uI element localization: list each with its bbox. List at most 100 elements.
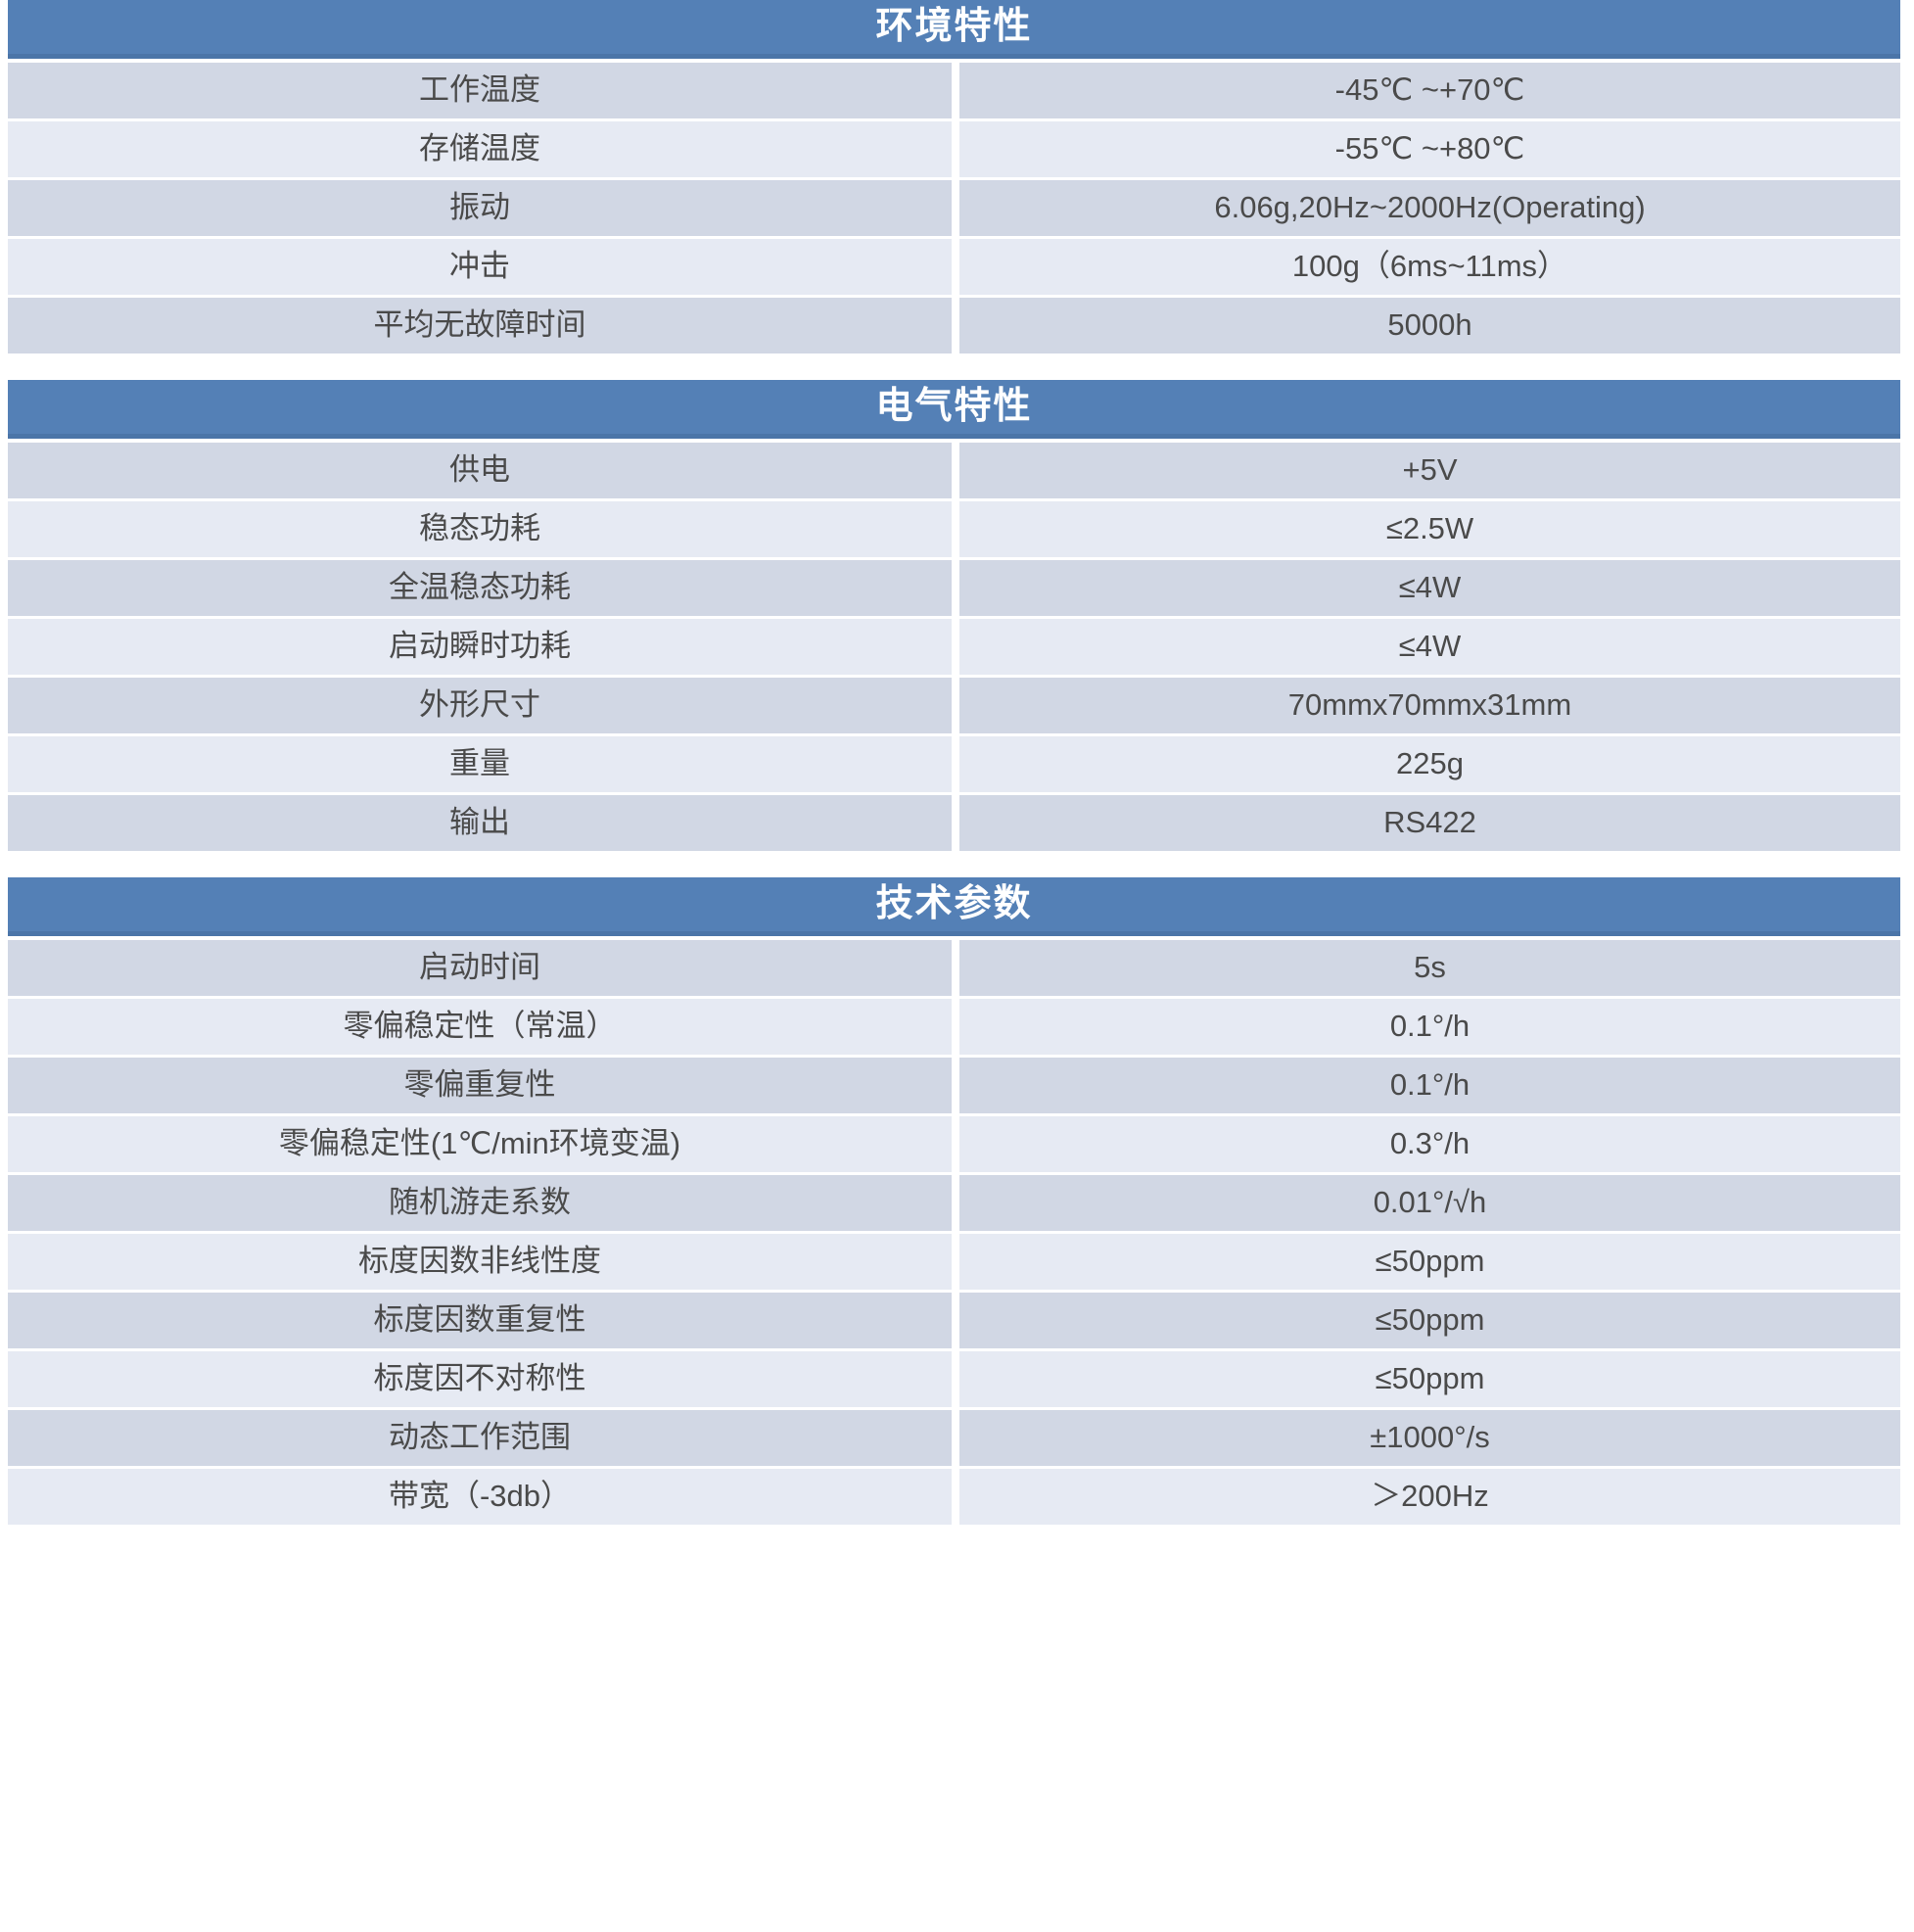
spec-value: ≤50ppm: [959, 1351, 1900, 1407]
spec-label: 存储温度: [8, 121, 952, 177]
table-row: 标度因数非线性度 ≤50ppm: [8, 1234, 1900, 1290]
specification-sheet: 环境特性工作温度 -45℃ ~+70℃ 存储温度 -55℃ ~+80℃ 振动 6.06g,…: [0, 0, 1914, 1525]
spec-label: 冲击: [8, 239, 952, 295]
spec-label: 启动瞬时功耗: [8, 619, 952, 675]
table-row: 随机游走系数 0.01°/√h: [8, 1175, 1900, 1231]
spec-label: 重量: [8, 736, 952, 792]
spec-value: ≤50ppm: [959, 1293, 1900, 1348]
spec-label: 启动时间: [8, 940, 952, 996]
table-row: 零偏稳定性(1℃/min环境变温) 0.3°/h: [8, 1116, 1900, 1172]
spec-value: 6.06g,20Hz~2000Hz(Operating): [959, 180, 1900, 236]
spec-label: 输出: [8, 795, 952, 851]
spec-value: -55℃ ~+80℃: [959, 121, 1900, 177]
spec-value: ≤50ppm: [959, 1234, 1900, 1290]
table-row: 全温稳态功耗 ≤4W: [8, 560, 1900, 616]
spec-label: 零偏稳定性(1℃/min环境变温): [8, 1116, 952, 1172]
spec-label: 标度因数重复性: [8, 1293, 952, 1348]
column-divider: [952, 736, 959, 792]
table-row: 零偏重复性 0.1°/h: [8, 1058, 1900, 1113]
spec-value: 70mmx70mmx31mm: [959, 678, 1900, 733]
section-title: 技术参数: [875, 882, 1033, 924]
spec-label: 零偏稳定性（常温）: [8, 999, 952, 1055]
column-divider: [952, 501, 959, 557]
column-divider: [952, 1234, 959, 1290]
spec-label: 标度因数非线性度: [8, 1234, 952, 1290]
spec-label: 全温稳态功耗: [8, 560, 952, 616]
spec-label: 外形尺寸: [8, 678, 952, 733]
column-divider: [952, 1351, 959, 1407]
table-row: 标度因数重复性 ≤50ppm: [8, 1293, 1900, 1348]
column-divider: [952, 443, 959, 498]
column-divider: [952, 1116, 959, 1172]
spec-label: 供电: [8, 443, 952, 498]
spec-value: ≤4W: [959, 560, 1900, 616]
spec-value: ＞200Hz: [959, 1469, 1900, 1525]
section-gap: [0, 854, 1914, 877]
spec-value: ≤4W: [959, 619, 1900, 675]
table-row: 输出 RS422: [8, 795, 1900, 851]
spec-value: 225g: [959, 736, 1900, 792]
table-row: 动态工作范围 ±1000°/s: [8, 1410, 1900, 1466]
column-divider: [952, 298, 959, 353]
spec-label: 振动: [8, 180, 952, 236]
section-header-technical: 技术参数: [8, 877, 1900, 936]
column-divider: [952, 999, 959, 1055]
spec-label: 工作温度: [8, 63, 952, 118]
column-divider: [952, 63, 959, 118]
spec-value: 5s: [959, 940, 1900, 996]
section-gap: [0, 356, 1914, 380]
table-row: 工作温度 -45℃ ~+70℃: [8, 63, 1900, 118]
column-divider: [952, 1175, 959, 1231]
table-row: 冲击 100g（6ms~11ms）: [8, 239, 1900, 295]
spec-rows-environmental: 工作温度 -45℃ ~+70℃ 存储温度 -55℃ ~+80℃ 振动 6.06g,20Hz…: [8, 59, 1900, 353]
table-row: 存储温度 -55℃ ~+80℃: [8, 121, 1900, 177]
section-title: 电气特性: [875, 385, 1033, 427]
spec-label: 标度因不对称性: [8, 1351, 952, 1407]
spec-value: -45℃ ~+70℃: [959, 63, 1900, 118]
column-divider: [952, 1058, 959, 1113]
table-row: 启动瞬时功耗 ≤4W: [8, 619, 1900, 675]
table-row: 振动 6.06g,20Hz~2000Hz(Operating): [8, 180, 1900, 236]
table-row: 标度因不对称性 ≤50ppm: [8, 1351, 1900, 1407]
column-divider: [952, 678, 959, 733]
column-divider: [952, 1469, 959, 1525]
section-title: 环境特性: [875, 5, 1033, 47]
table-row: 外形尺寸 70mmx70mmx31mm: [8, 678, 1900, 733]
column-divider: [952, 940, 959, 996]
spec-label: 动态工作范围: [8, 1410, 952, 1466]
spec-section-electrical: 电气特性 供电 +5V 稳态功耗 ≤2.5W 全温稳态功耗 ≤4W 启动瞬时功耗 ≤4W 外形尺寸…: [0, 380, 1914, 851]
spec-label: 零偏重复性: [8, 1058, 952, 1113]
column-divider: [952, 239, 959, 295]
spec-label: 稳态功耗: [8, 501, 952, 557]
column-divider: [952, 619, 959, 675]
spec-value: 0.1°/h: [959, 999, 1900, 1055]
table-row: 零偏稳定性（常温） 0.1°/h: [8, 999, 1900, 1055]
column-divider: [952, 1293, 959, 1348]
spec-value: 0.3°/h: [959, 1116, 1900, 1172]
spec-rows-technical: 启动时间 5s 零偏稳定性（常温） 0.1°/h 零偏重复性 0.1°/h 零偏稳定性(1℃…: [8, 936, 1900, 1525]
spec-value: 0.1°/h: [959, 1058, 1900, 1113]
spec-value: 5000h: [959, 298, 1900, 353]
column-divider: [952, 560, 959, 616]
table-row: 平均无故障时间 5000h: [8, 298, 1900, 353]
column-divider: [952, 795, 959, 851]
spec-value: 100g（6ms~11ms）: [959, 239, 1900, 295]
spec-section-environmental: 环境特性工作温度 -45℃ ~+70℃ 存储温度 -55℃ ~+80℃ 振动 6.06g,…: [0, 0, 1914, 353]
spec-label: 带宽（-3db）: [8, 1469, 952, 1525]
spec-label: 随机游走系数: [8, 1175, 952, 1231]
table-row: 稳态功耗 ≤2.5W: [8, 501, 1900, 557]
spec-value: ±1000°/s: [959, 1410, 1900, 1466]
table-row: 供电 +5V: [8, 443, 1900, 498]
spec-label: 平均无故障时间: [8, 298, 952, 353]
section-header-electrical: 电气特性: [8, 380, 1900, 439]
column-divider: [952, 1410, 959, 1466]
table-row: 带宽（-3db） ＞200Hz: [8, 1469, 1900, 1525]
column-divider: [952, 180, 959, 236]
spec-rows-electrical: 供电 +5V 稳态功耗 ≤2.5W 全温稳态功耗 ≤4W 启动瞬时功耗 ≤4W 外形尺寸 70mm…: [8, 439, 1900, 851]
spec-value: +5V: [959, 443, 1900, 498]
spec-value: RS422: [959, 795, 1900, 851]
section-header-environmental: 环境特性: [8, 0, 1900, 59]
table-row: 启动时间 5s: [8, 940, 1900, 996]
spec-value: 0.01°/√h: [959, 1175, 1900, 1231]
table-row: 重量 225g: [8, 736, 1900, 792]
